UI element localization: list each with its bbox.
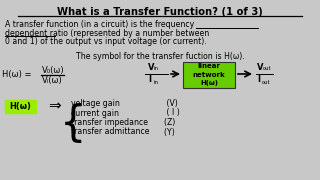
Text: ⇒: ⇒ — [48, 98, 61, 114]
Text: What is a Transfer Function? (1 of 3): What is a Transfer Function? (1 of 3) — [57, 7, 263, 17]
Text: {: { — [60, 103, 86, 145]
Text: in: in — [154, 66, 159, 71]
Text: linear
network
H(ω): linear network H(ω) — [193, 64, 225, 87]
Text: H(ω): H(ω) — [9, 102, 31, 111]
Text: A transfer function (in a circuit) is the frequency: A transfer function (in a circuit) is th… — [5, 20, 194, 29]
FancyBboxPatch shape — [4, 100, 36, 112]
Text: dependent ratio (represented by a number between: dependent ratio (represented by a number… — [5, 28, 209, 37]
Text: (Y): (Y) — [159, 127, 175, 136]
Text: voltage gain: voltage gain — [71, 99, 120, 108]
Text: in: in — [153, 80, 158, 84]
Text: 0 and 1) of the output vs input voltage (or current).: 0 and 1) of the output vs input voltage … — [5, 37, 207, 46]
Text: I: I — [148, 75, 151, 84]
Text: V₀(ω): V₀(ω) — [42, 66, 65, 75]
Text: out: out — [262, 80, 271, 84]
FancyBboxPatch shape — [183, 62, 235, 88]
Text: Vᵢ(ω): Vᵢ(ω) — [42, 76, 63, 86]
Text: (V): (V) — [159, 99, 178, 108]
Text: H(ω) =: H(ω) = — [2, 71, 31, 80]
Text: V: V — [257, 62, 263, 71]
Text: transfer impedance: transfer impedance — [71, 118, 148, 127]
Text: V: V — [148, 62, 155, 71]
Text: out: out — [263, 66, 272, 71]
Text: current gain: current gain — [71, 109, 119, 118]
Text: ( I ): ( I ) — [159, 109, 180, 118]
Text: transfer admittance: transfer admittance — [71, 127, 149, 136]
Text: The symbol for the transfer fuction is H(ω).: The symbol for the transfer fuction is H… — [76, 52, 244, 61]
Text: I: I — [257, 75, 260, 84]
Text: (Z): (Z) — [159, 118, 175, 127]
